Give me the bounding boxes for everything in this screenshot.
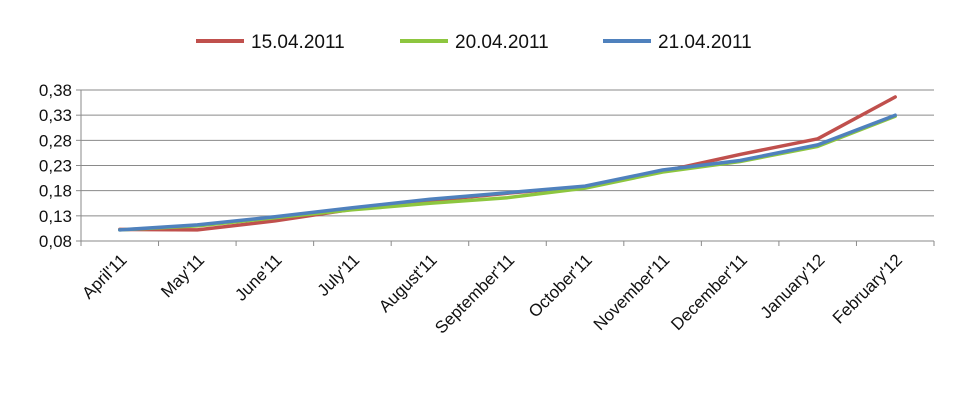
series-lines	[118, 95, 897, 232]
legend-item-0: 15.04.2011	[196, 32, 345, 53]
x-tick-label: June'11	[231, 250, 285, 304]
x-tick-label: September'11	[431, 250, 518, 337]
x-tick-label: October'11	[525, 250, 596, 321]
x-tick-label: April'11	[78, 250, 130, 302]
x-tick-label: August'11	[375, 250, 441, 316]
legend-label-2: 21.04.2011	[658, 32, 752, 53]
x-axis-tick-labels: April'11 May'11 June'11 July'11 August'11Sep…	[78, 250, 906, 337]
legend-item-1: 20.04.2011	[400, 32, 549, 53]
legend-item-2: 21.04.2011	[603, 32, 752, 53]
series-line-2	[118, 113, 897, 232]
y-axis-tick-labels: 0,08 0,13 0,18 0,23 0,28 0,33 0,38	[39, 81, 72, 251]
gridlines	[76, 89, 934, 242]
series-line-1	[118, 114, 897, 232]
legend: 15.04.2011 20.04.2011 21.04.2011	[196, 32, 752, 53]
x-tick-label: July'11	[314, 250, 364, 300]
legend-label-0: 15.04.2011	[251, 32, 345, 53]
x-tick-label: December'11	[667, 250, 751, 334]
x-tick-label: January'12	[757, 250, 829, 322]
x-tick-label: May'11	[157, 250, 208, 301]
x-tick-label: February'12	[829, 250, 906, 327]
y-tick-label: 0,18	[39, 182, 72, 201]
y-tick-label: 0,13	[39, 207, 72, 226]
x-tick-label: November'11	[590, 250, 674, 334]
legend-label-1: 20.04.2011	[455, 32, 549, 53]
y-tick-label: 0,08	[39, 232, 72, 251]
x-axis-tick-marks	[80, 241, 935, 246]
y-tick-label: 0,23	[39, 157, 72, 176]
y-tick-label: 0,33	[39, 106, 72, 125]
series-line-0	[118, 95, 897, 232]
y-tick-label: 0,38	[39, 81, 72, 100]
y-tick-label: 0,28	[39, 131, 72, 150]
